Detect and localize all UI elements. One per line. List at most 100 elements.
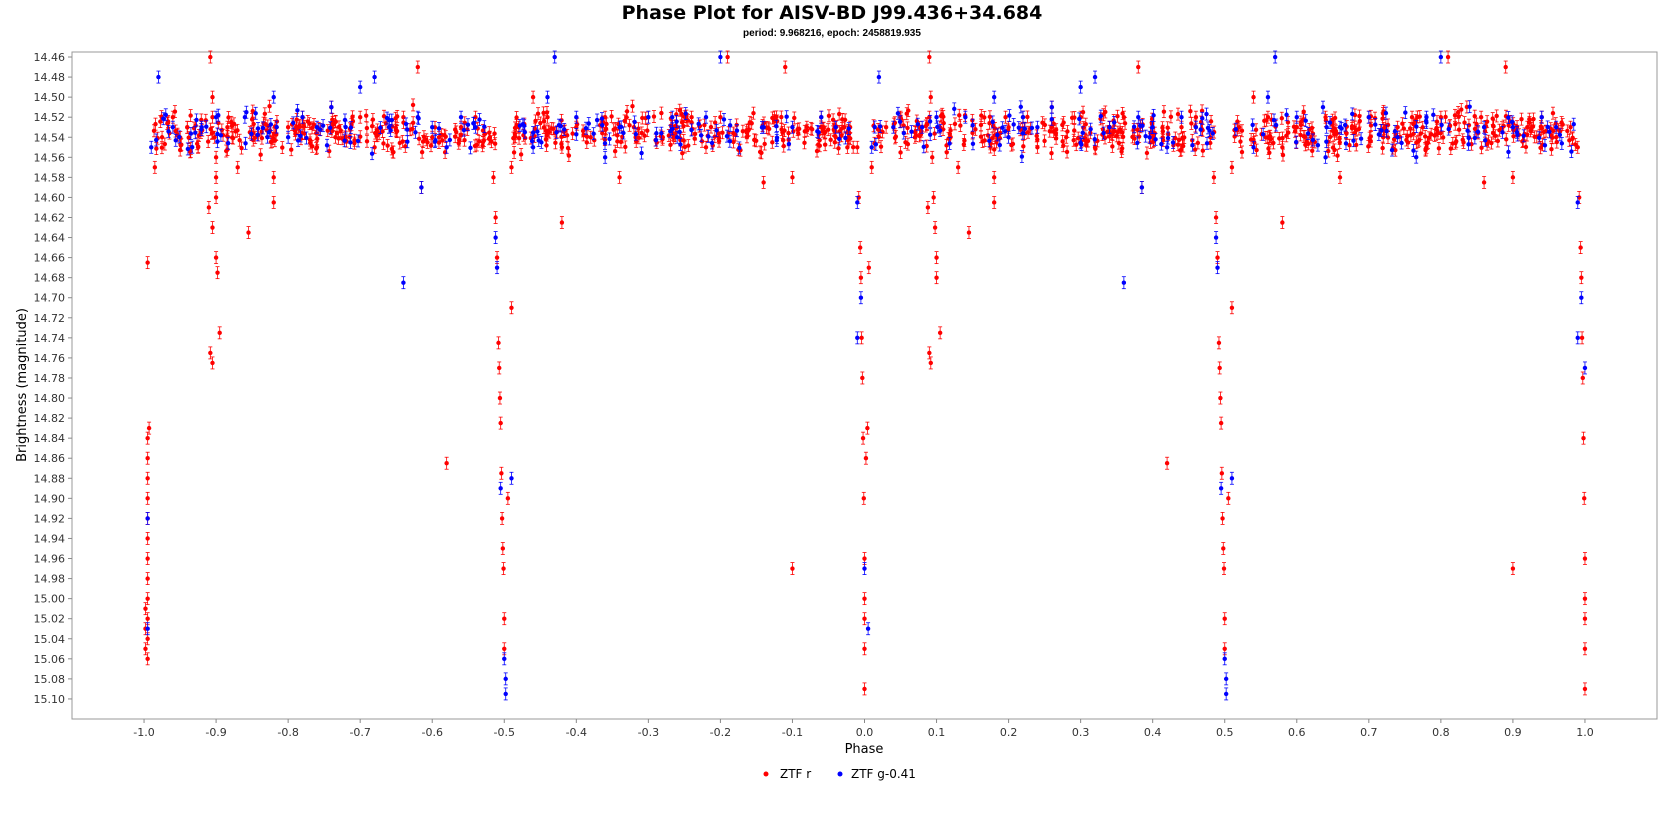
ztf-r-point	[618, 139, 624, 145]
ztf-g-point	[1250, 122, 1255, 128]
ztf-g-point	[1439, 122, 1444, 128]
x-tick-label: 0.6	[1288, 726, 1306, 739]
ztf-g-point	[689, 127, 694, 133]
ztf-r-point	[1352, 125, 1357, 130]
ztf-r-point	[1239, 128, 1245, 133]
y-tick-label: 14.90	[34, 492, 66, 505]
ztf-r-point	[1042, 138, 1047, 144]
ztf-r-point	[1279, 116, 1285, 121]
ztf-r-point	[1304, 139, 1309, 144]
ztf-r-point	[213, 195, 219, 200]
ztf-r-point	[1114, 133, 1119, 139]
ztf-r-point	[1175, 111, 1181, 117]
y-tick-label: 15.00	[34, 593, 66, 606]
ztf-r-point	[1238, 139, 1243, 144]
ztf-r-point	[962, 138, 967, 143]
ztf-r-point	[1285, 120, 1291, 125]
ztf-r-point	[802, 140, 807, 146]
ztf-r-point	[559, 145, 565, 150]
ztf-g-point	[599, 116, 605, 121]
ztf-r-point	[679, 120, 685, 125]
ztf-g-point	[1475, 129, 1481, 134]
ztf-r-point	[513, 134, 518, 139]
ztf-r-point	[1277, 136, 1282, 141]
ztf-g-point	[225, 141, 231, 146]
ztf-r-point	[1021, 144, 1026, 149]
ztf-r-point	[516, 136, 522, 141]
ztf-g-point	[1153, 137, 1158, 142]
ztf-r-point	[224, 148, 229, 154]
ztf-r-point	[1330, 145, 1336, 150]
ztf-r-point	[1550, 110, 1556, 116]
ztf-r-point	[1221, 546, 1226, 551]
x-tick-label: 0.4	[1144, 726, 1162, 739]
ztf-g-point	[591, 131, 596, 136]
ztf-r-point	[668, 142, 673, 148]
ztf-g-point	[432, 139, 438, 144]
ztf-r-point	[499, 471, 504, 476]
ztf-r-point	[1180, 136, 1185, 141]
ztf-r-point	[928, 360, 933, 366]
ztf-r-point	[145, 656, 150, 662]
ztf-r-point	[1490, 116, 1495, 121]
ztf-g-point	[477, 117, 482, 122]
ztf-r-point	[952, 121, 958, 127]
ztf-r-point	[718, 114, 723, 120]
x-tick-label: -0.4	[566, 726, 587, 739]
ztf-r-point	[991, 200, 997, 205]
x-tick-label: -1.0	[133, 726, 154, 739]
ztf-g-point	[1140, 123, 1145, 128]
ztf-r-point	[145, 596, 150, 601]
ztf-r-point	[159, 145, 165, 150]
ztf-r-point	[905, 125, 910, 131]
ztf-r-point	[165, 120, 171, 126]
ztf-g-point	[927, 119, 933, 124]
x-tick-label: -0.2	[710, 726, 731, 739]
ztf-r-point	[494, 255, 500, 260]
ztf-r-point	[1132, 136, 1137, 141]
ztf-g-point	[659, 130, 664, 136]
ztf-r-point	[1356, 126, 1362, 132]
ztf-r-point	[878, 144, 884, 149]
ztf-r-point	[1527, 116, 1532, 122]
ztf-r-point	[934, 255, 939, 260]
ztf-r-point	[285, 125, 291, 130]
ztf-r-point	[440, 138, 445, 143]
ztf-r-point	[1494, 113, 1499, 119]
ztf-r-point	[1579, 275, 1584, 280]
ztf-r-point	[509, 165, 514, 170]
ztf-r-point	[530, 94, 536, 100]
y-tick-label: 14.64	[34, 232, 66, 245]
ztf-g-point	[1351, 138, 1356, 143]
ztf-r-point	[982, 115, 987, 120]
ztf-r-point	[514, 115, 519, 120]
ztf-r-point	[790, 175, 795, 180]
ztf-r-point	[991, 175, 997, 180]
ztf-g-point	[1376, 132, 1382, 137]
ztf-r-point	[1035, 145, 1040, 150]
ztf-r-point	[923, 123, 929, 129]
ztf-r-point	[1219, 471, 1225, 476]
ztf-r-point	[505, 496, 511, 501]
ztf-r-point	[1434, 119, 1440, 124]
ztf-r-point	[1415, 114, 1420, 120]
ztf-g-point	[468, 145, 473, 151]
ztf-r-point	[1506, 123, 1511, 128]
ztf-g-point	[990, 119, 995, 125]
ztf-r-point	[230, 135, 236, 141]
ztf-r-point	[210, 360, 215, 366]
ztf-g-point	[724, 133, 730, 139]
ztf-r-point	[492, 131, 497, 136]
ztf-r-point	[1216, 340, 1222, 346]
ztf-r-point	[186, 135, 191, 140]
ztf-r-point	[627, 123, 632, 128]
ztf-r-point	[836, 146, 841, 151]
ztf-r-point	[271, 200, 276, 205]
ztf-r-point	[511, 150, 517, 155]
ztf-r-point	[858, 275, 864, 280]
ztf-r-point	[326, 148, 332, 154]
ztf-r-point	[1103, 109, 1108, 115]
ztf-g-point	[298, 133, 303, 139]
ztf-r-point	[541, 110, 546, 116]
ztf-r-point	[235, 165, 240, 170]
